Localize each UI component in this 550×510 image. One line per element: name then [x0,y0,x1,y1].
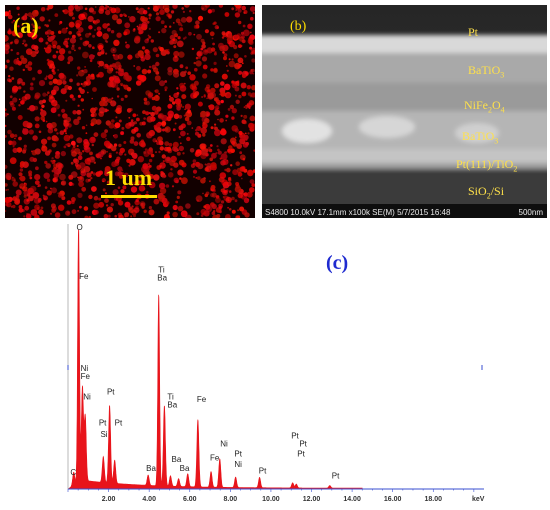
peak-label-pt-25: Pt [297,450,305,459]
peak-label-ba-15: Ba [171,455,181,464]
peak-label-ba-13: Ba [167,400,177,409]
layer-label-pt: Pt [468,25,479,39]
x-tick-label-8: 18.00 [425,496,443,503]
x-axis-label: keV [472,496,485,503]
x-tick-label-0: 2.00 [102,496,116,503]
sem-cross-section-panel: (b) Pt BaTiO3 NiFe2O4 BaTiO3 Pt(111)/TiO… [262,5,547,218]
map-speckles [5,5,255,218]
peak-label-pt-7: Pt [99,419,107,428]
layer-label-batio3-bottom: BaTiO3 [462,129,499,146]
peak-label-pt-22: Pt [259,466,267,475]
x-tick-label-6: 14.00 [343,496,361,503]
peak-label-ni-21: Ni [234,460,242,469]
peak-label-fe-3: Fe [81,372,91,381]
peak-label-pt-20: Pt [234,450,242,459]
peak-label-o-0: O [77,223,83,232]
x-tick-label-4: 10.00 [262,496,280,503]
peak-label-si-8: Si [100,430,107,439]
edx-spectrum-series [68,229,363,490]
peak-label-pt-9: Pt [115,419,123,428]
panel-a-label: (a) [13,13,39,38]
sem-info-text: S4800 10.0kV 17.1mm x100k SE(M) 5/7/2015… [265,208,451,217]
x-tick-label-1: 4.00 [142,496,156,503]
elemental-map-panel: (a) 1 um [5,5,255,218]
sem-info-bar: S4800 10.0kV 17.1mm x100k SE(M) 5/7/2015… [262,204,547,218]
panel-b-label: (b) [290,19,307,34]
peak-label-ba-11: Ba [157,274,167,283]
layer-label-sio2-si: SiO2/Si [468,184,505,201]
panel-a-scale-text: 1 um [105,165,153,190]
peak-label-ti-12: Ti [167,393,174,402]
x-tick-label-5: 12.00 [303,496,321,503]
x-tick-label-3: 8.00 [224,496,238,503]
sem-scale-text: 500nm [518,208,543,217]
panel-c-label: (c) [326,252,349,274]
x-tick-label-2: 6.00 [183,496,197,503]
peak-label-ni-5: Ni [83,393,91,402]
peak-label-fe-18: Fe [210,454,220,463]
peak-label-ba-16: Ba [180,464,190,473]
peak-label-ni-19: Ni [220,439,228,448]
peak-label-ni-2: Ni [81,364,89,373]
peak-label-pt-23: Pt [291,431,299,440]
panel-a-scale-bar [101,195,157,198]
layer-label-batio3-top: BaTiO3 [468,63,505,80]
x-tick-label-7: 16.00 [384,496,402,503]
peak-label-pt-6: Pt [107,387,115,396]
peak-label-pt-24: Pt [299,439,307,448]
peak-label-c-4: C [70,468,76,477]
layer-label-nife2o4: NiFe2O4 [464,98,505,115]
peak-label-pt-26: Pt [332,472,340,481]
peak-label-fe-17: Fe [197,395,207,404]
sem-cross-section-image [262,5,547,218]
peak-label-ti-10: Ti [158,266,165,275]
layer-label-pt-tio2: Pt(111)/TiO2 [456,157,518,174]
elemental-map-image [5,5,255,218]
peak-label-ba-14: Ba [146,464,156,473]
peak-label-fe-1: Fe [79,272,89,281]
